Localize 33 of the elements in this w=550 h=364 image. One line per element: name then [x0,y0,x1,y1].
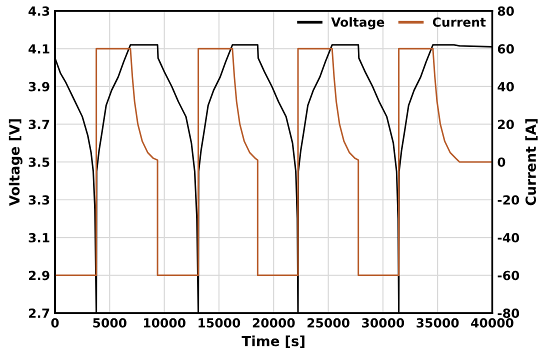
y-tick-label: 3.3 [28,195,50,205]
x-tick-label: 40000 [471,318,514,328]
y2-tick-label: 20 [498,120,514,130]
x-axis-title: Time [s] [242,336,304,348]
x-tick-label: 10000 [144,318,186,328]
x-tick-label: 30000 [362,318,404,328]
y2-tick-label: 40 [498,82,514,92]
y-tick-label: 3.1 [28,232,50,242]
y-tick-label: 3.9 [28,82,50,92]
y-tick-label: 4.3 [28,6,50,16]
legend-label: Current [432,17,486,27]
y-tick-label: 2.7 [28,308,50,318]
x-tick-label: 20000 [252,318,295,328]
x-tick-label: 5000 [93,318,126,328]
y-tick-label: 3.5 [28,157,50,167]
y-tick-label: 4.1 [28,44,50,54]
line-series [55,48,492,276]
x-tick-label: 15000 [198,318,240,328]
legend-label: Voltage [331,17,384,30]
x-tick-label: 25000 [308,318,350,328]
y2-tick-label: -80 [498,308,520,318]
y-tick-label: 3.7 [28,120,50,130]
y2-tick-label: -40 [498,232,520,242]
y2-tick-label: -20 [498,195,520,205]
y2-tick-label: 80 [498,6,514,16]
x-tick-label: 0 [51,318,59,328]
y2-tick-label: 60 [498,44,514,54]
y-tick-label: 2.9 [28,270,50,280]
y2-axis-title: Current [A] [525,119,538,206]
y2-tick-label: 0 [498,157,506,167]
y-axis-title: Voltage [V] [8,119,22,206]
x-tick-label: 35000 [416,318,459,328]
y2-tick-label: -60 [498,270,520,280]
